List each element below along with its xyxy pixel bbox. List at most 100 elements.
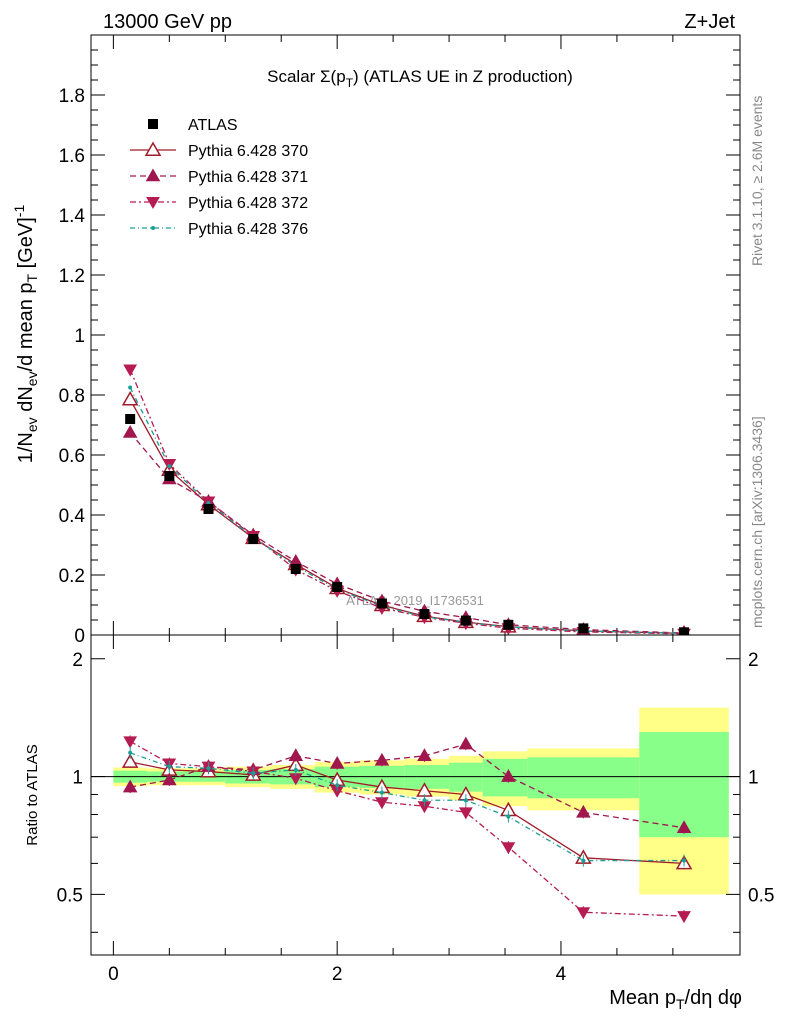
ratio-data-point — [128, 750, 133, 755]
data-point — [122, 424, 138, 438]
y-tick-label: 0.6 — [59, 446, 85, 467]
ratio-data-point — [422, 798, 427, 803]
ratio-data-point — [123, 736, 138, 749]
ratio-data-point — [206, 766, 211, 771]
legend-label: ATLAS — [188, 117, 238, 134]
main-series — [121, 364, 691, 635]
ratio-data-point — [676, 820, 692, 833]
ratio-series — [121, 735, 693, 924]
y-tick-label: 0.4 — [59, 506, 86, 527]
main-y-axis: 0 0.2 0.4 0.6 0.8 1 1.2 1.4 1.6 1.8 — [59, 49, 740, 647]
ratio-data-point — [374, 752, 390, 766]
x-tick-label: 0 — [108, 964, 119, 985]
legend: ATLAS Pythia 6.428 370 Pythia 6.428 371 Pyt… — [130, 117, 308, 238]
uncertainty-band-green — [639, 731, 729, 838]
ratio-series-line — [130, 743, 685, 829]
rivet-label: Rivet 3.1.10, ≥ 2.6M events — [749, 96, 765, 266]
atlas-data-point — [248, 534, 259, 544]
x-axis-title: Mean pT/dη dφ — [609, 987, 742, 1012]
ratio-y-tick-label-right: 1 — [748, 768, 759, 789]
legend-label: Pythia 6.428 372 — [188, 195, 308, 212]
data-point — [121, 390, 139, 406]
legend-label: Pythia 6.428 371 — [188, 169, 308, 186]
x-tick-label: 4 — [556, 964, 567, 985]
ratio-data-point — [417, 748, 432, 762]
header-right: Z+Jet — [684, 11, 735, 33]
ratio-data-point — [463, 798, 468, 803]
legend-marker — [146, 197, 160, 210]
header-left: 13000 GeV pp — [103, 11, 232, 33]
series-line — [129, 399, 685, 635]
ratio-data-point — [576, 907, 591, 920]
ratio-data-point — [293, 767, 298, 772]
ratio-data-point — [581, 858, 586, 863]
y-tick-label: 1 — [74, 326, 85, 347]
legend-marker — [144, 141, 162, 156]
y-tick-label: 1.8 — [59, 86, 85, 107]
ratio-y-tick-label-left: 1 — [72, 768, 83, 789]
series-line — [129, 369, 685, 635]
ratio-data-point — [677, 911, 691, 924]
atlas-data-point — [290, 564, 301, 574]
data-point — [167, 464, 172, 469]
ratio-series-line — [129, 740, 685, 917]
ratio-data-point — [335, 783, 340, 788]
ratio-y-tick-label-left: 0.5 — [57, 885, 83, 906]
y-tick-label: 0 — [74, 626, 85, 647]
ratio-data-point — [121, 753, 139, 768]
ratio-series-line — [129, 752, 685, 862]
atlas-data-point — [125, 414, 136, 424]
ratio-data-point — [576, 804, 591, 818]
ratio-y-tick-label-right: 0.5 — [748, 885, 774, 906]
atlas-data-point — [376, 598, 387, 609]
uncertainty-band-green — [527, 757, 640, 799]
ratio-uncertainty-bands — [113, 707, 729, 895]
data-point — [123, 364, 138, 377]
legend-label: Pythia 6.428 376 — [188, 221, 308, 238]
ratio-x-axis: 0 2 4 — [108, 635, 674, 985]
ratio-frame — [90, 634, 741, 956]
ratio-data-point — [122, 779, 138, 793]
ratio-data-point — [501, 842, 516, 855]
y-tick-label: 0.8 — [59, 386, 85, 407]
ratio-y-tick-label-right: 2 — [748, 650, 759, 671]
ratio-data-point — [506, 814, 511, 819]
ratio-data-point — [162, 772, 177, 786]
ratio-y-tick-label-left: 2 — [72, 650, 83, 671]
mcplots-label: mcplots.cern.ch [arXiv:1306.3436] — [749, 416, 765, 628]
x-tick-label: 2 — [332, 964, 343, 985]
series-line — [129, 432, 685, 634]
ratio-data-point — [379, 790, 384, 795]
y-tick-label: 1.6 — [59, 146, 85, 167]
atlas-data-point — [419, 609, 430, 619]
legend-marker — [151, 226, 155, 230]
main-ylabel: 1/Nev dNev/d mean pT [GeV]-1 — [11, 205, 40, 464]
ratio-panel: 0.5 0.5 1 1 2 2 0 2 4 Ratio to ATLAS Mean pT/dη… — [24, 634, 774, 1012]
main-panel: Scalar Σ(pT) (ATLAS UE in Z production) … — [11, 34, 741, 647]
main-title: Scalar Σ(pT) (ATLAS UE in Z production) — [267, 67, 573, 90]
atlas-data-point — [679, 627, 690, 635]
y-tick-label: 1.2 — [59, 266, 85, 287]
atlas-data-point — [578, 623, 589, 634]
y-tick-label: 1.4 — [59, 206, 86, 227]
atlas-data-point — [460, 615, 471, 626]
ratio-data-point — [458, 807, 473, 820]
legend-marker — [145, 168, 161, 182]
ratio-data-point — [167, 764, 172, 769]
atlas-data-point — [164, 471, 175, 481]
ratio-y-axis: 0.5 0.5 1 1 2 2 — [57, 650, 774, 933]
ratio-data-point — [682, 858, 687, 863]
ratio-data-point — [329, 755, 345, 769]
data-point — [128, 385, 133, 390]
ratio-data-point — [251, 771, 256, 776]
atlas-data-point — [503, 619, 514, 630]
atlas-data-point — [332, 582, 343, 592]
ratio-ylabel: Ratio to ATLAS — [24, 744, 41, 845]
legend-label: Pythia 6.428 370 — [188, 143, 308, 160]
main-x-ticks — [112, 35, 674, 635]
ratio-data-point — [458, 736, 474, 750]
ratio-data-point — [288, 748, 304, 762]
atlas-data-point — [203, 504, 214, 514]
legend-marker — [148, 119, 158, 129]
